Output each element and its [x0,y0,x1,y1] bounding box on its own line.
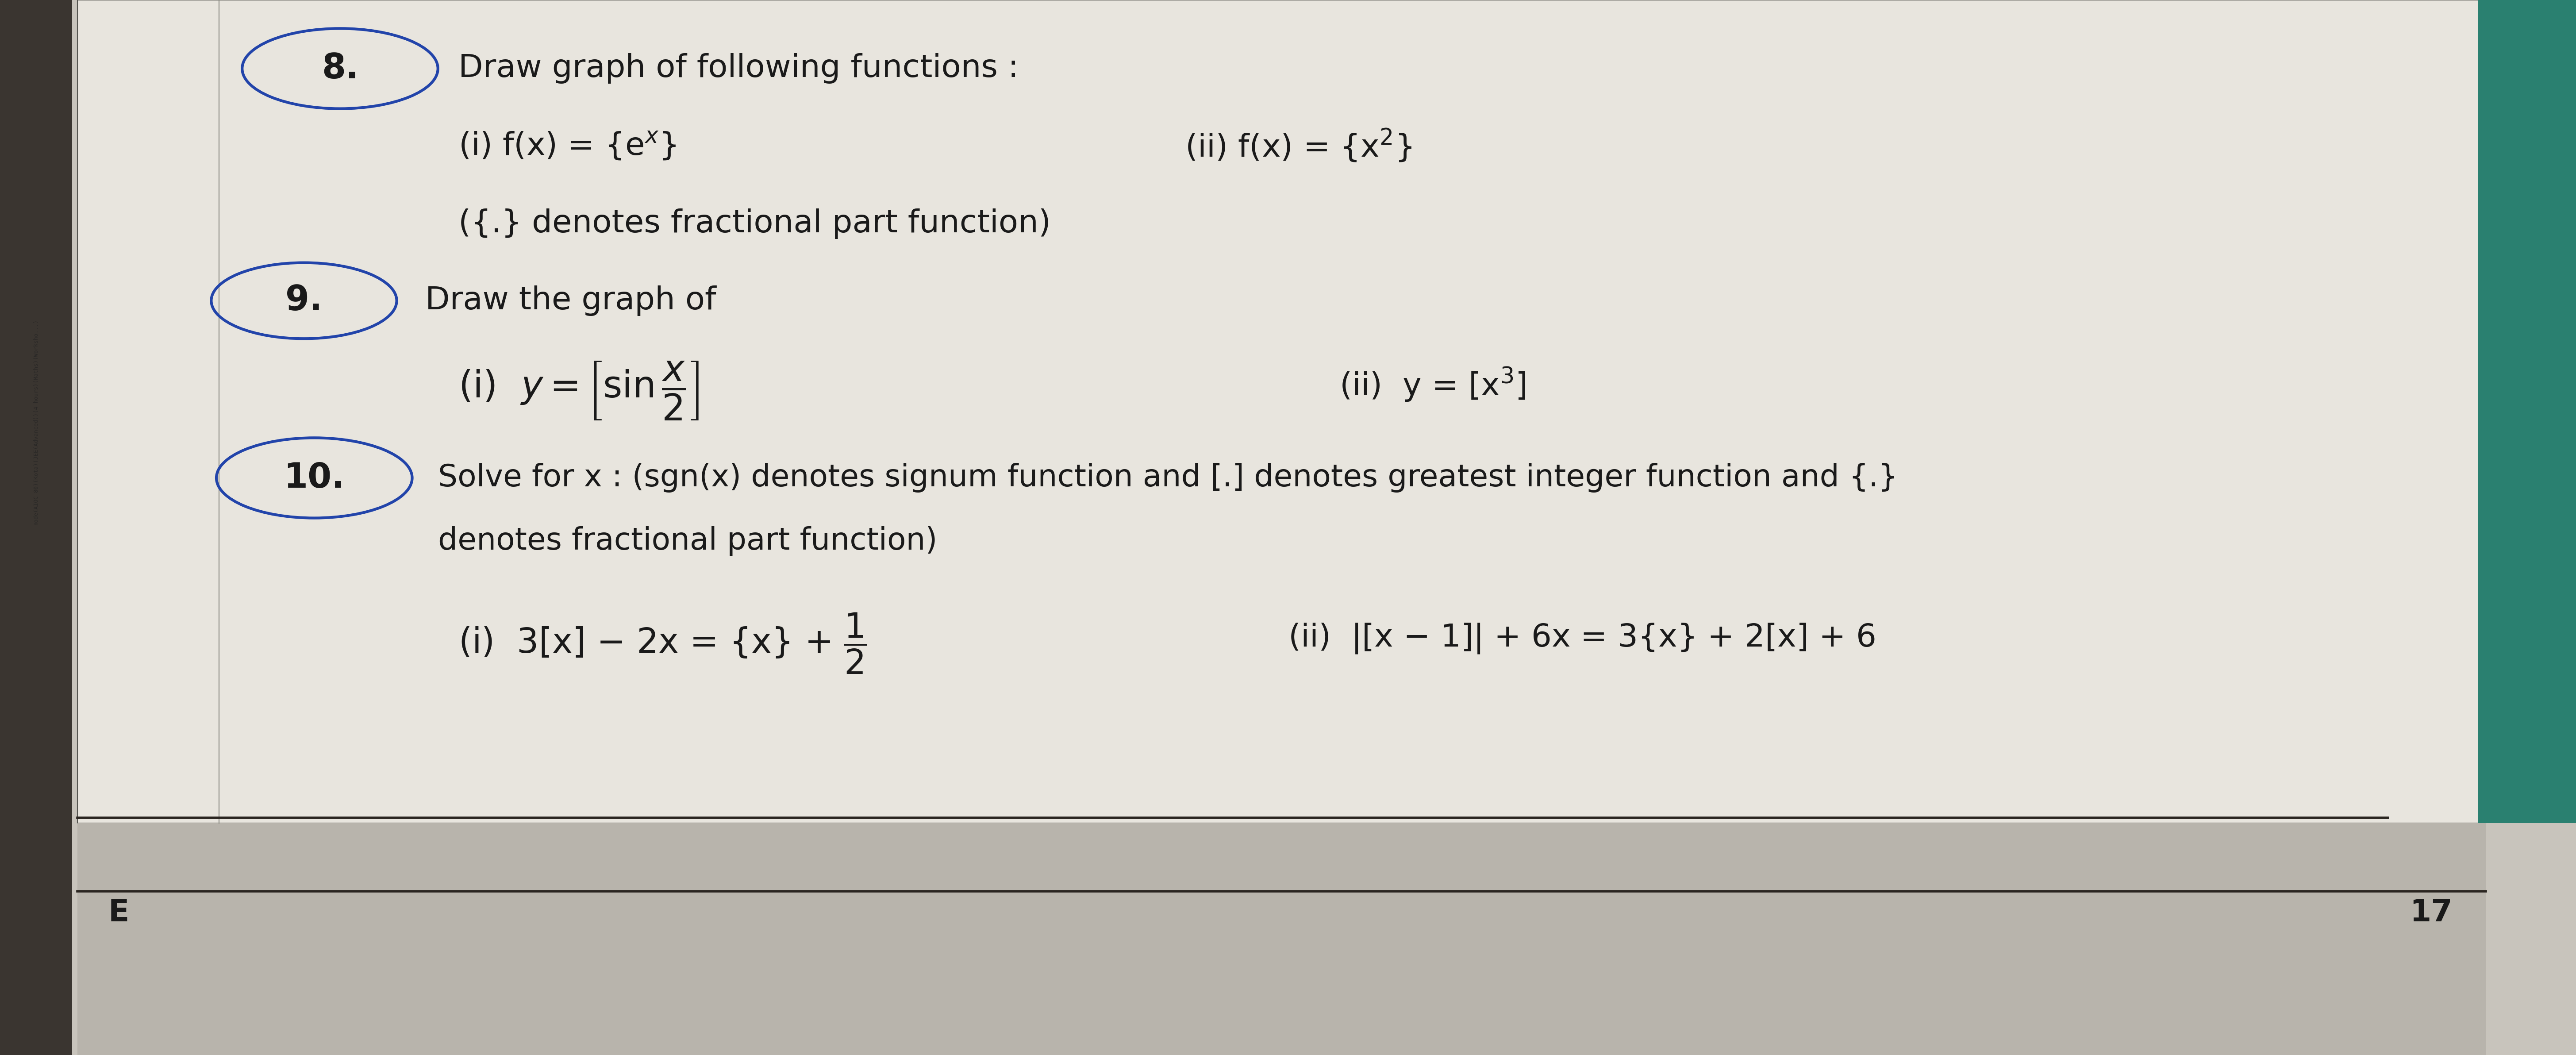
Text: ({.} denotes fractional part function): ({.} denotes fractional part function) [459,209,1051,238]
Text: E: E [108,898,129,927]
Text: node(AIOC-80)(Kota)(JEE(Advanced))(4-hours)(Maths)(Worksho...): node(AIOC-80)(Kota)(JEE(Advanced))(4-hou… [33,319,39,525]
FancyBboxPatch shape [77,0,2486,823]
Text: Draw the graph of: Draw the graph of [425,286,716,315]
FancyBboxPatch shape [77,823,2486,1055]
Text: (i)  $y = \left[\sin\dfrac{x}{2}\right]$: (i) $y = \left[\sin\dfrac{x}{2}\right]$ [459,360,701,421]
FancyBboxPatch shape [0,0,72,1055]
Text: (ii) f(x) = {x$^{2}$}: (ii) f(x) = {x$^{2}$} [1185,128,1412,164]
Text: (i)  3[x] $-$ 2x = {x} + $\dfrac{1}{2}$: (i) 3[x] $-$ 2x = {x} + $\dfrac{1}{2}$ [459,612,868,675]
Text: 8.: 8. [322,52,358,85]
Text: 10.: 10. [283,461,345,495]
Text: 9.: 9. [286,284,322,318]
Text: denotes fractional part function): denotes fractional part function) [438,526,938,556]
Text: 17: 17 [2409,898,2452,927]
FancyBboxPatch shape [2478,0,2576,823]
Text: Solve for x : (sgn(x) denotes signum function and [.] denotes greatest integer f: Solve for x : (sgn(x) denotes signum fun… [438,463,1899,493]
Text: (ii)  |[x $-$ 1]| + 6x = 3{x} + 2[x] + 6: (ii) |[x $-$ 1]| + 6x = 3{x} + 2[x] + 6 [1288,621,1875,655]
Text: (i) f(x) = {e$^{x}$}: (i) f(x) = {e$^{x}$} [459,130,677,161]
Text: (ii)  y = [x$^{3}$]: (ii) y = [x$^{3}$] [1340,366,1525,404]
Text: Draw graph of following functions :: Draw graph of following functions : [459,54,1020,83]
